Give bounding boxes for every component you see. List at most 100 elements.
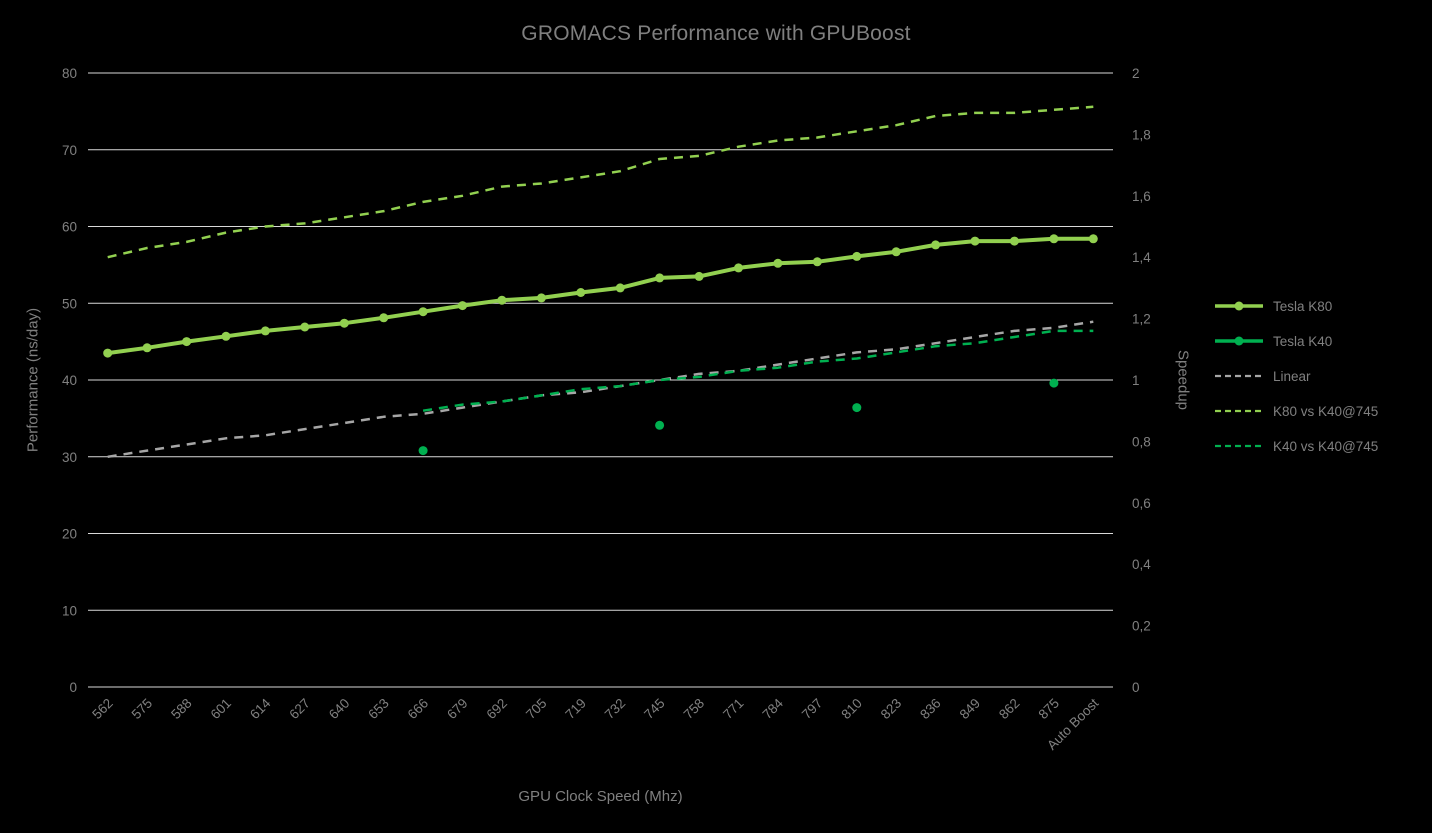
legend-swatch-k80-vs-k40-745 (1215, 409, 1263, 413)
x-axis-tick: 705 (523, 696, 550, 723)
x-axis-tick: 562 (89, 696, 116, 723)
legend: Tesla K80 Tesla K40 Linear K80 vs K40@745 K4… (1213, 296, 1378, 456)
legend-swatch-k40-vs-k40-745 (1215, 444, 1263, 448)
series-marker-tesla-k80 (734, 263, 743, 273)
legend-marker (1234, 301, 1244, 311)
left-axis-tick: 50 (62, 296, 77, 311)
series-marker-tesla-k80 (1088, 234, 1098, 244)
x-axis-tick: 771 (720, 696, 747, 723)
series-marker-tesla-k80 (260, 326, 270, 336)
series-marker-tesla-k80 (458, 301, 467, 311)
x-axis-tick: 797 (799, 696, 826, 723)
left-axis-tick: 30 (62, 450, 77, 465)
legend-label: K40 vs K40@745 (1273, 438, 1379, 454)
right-axis-tick: 0,2 (1132, 619, 1151, 634)
left-axis-title: Performance (ns/day) (24, 307, 42, 453)
legend-label: K80 vs K40@745 (1273, 403, 1379, 419)
series-marker-tesla-k80 (576, 288, 586, 297)
x-axis-tick: 575 (129, 696, 156, 723)
left-axis-tick: 40 (62, 373, 77, 388)
right-axis-tick: 0,6 (1132, 496, 1151, 511)
x-axis-title: GPU Clock Speed (Mhz) (518, 788, 683, 805)
series-line-tesla-k80 (105, 236, 1096, 356)
x-axis-tick: 823 (878, 696, 905, 723)
left-axis-tick: 60 (62, 220, 77, 235)
right-axis-tick: 2 (1132, 66, 1140, 81)
series-marker-tesla-k80 (970, 236, 980, 246)
series-marker-tesla-k80 (852, 251, 862, 261)
x-axis-tick: 810 (838, 696, 865, 723)
left-axis-tick: 20 (62, 527, 77, 542)
x-axis-tick: 679 (444, 696, 471, 723)
series-marker-tesla-k80 (694, 271, 704, 281)
x-axis-tick: 588 (168, 696, 195, 723)
series-marker-tesla-k80 (1009, 236, 1019, 246)
series-marker-tesla-k80 (142, 343, 152, 353)
x-axis-tick: 745 (641, 696, 668, 723)
right-axis-tick: 1,4 (1132, 250, 1151, 265)
right-axis-tick: 0,8 (1132, 434, 1151, 449)
series-marker-tesla-k80 (497, 295, 507, 305)
legend-swatch-tesla-k80 (1215, 301, 1263, 311)
left-axis-tick: 80 (62, 66, 77, 81)
x-axis-tick: 862 (996, 696, 1023, 723)
x-axis-tick: 614 (247, 695, 274, 722)
x-axis-tick: 849 (957, 696, 984, 723)
left-axis-tick: 70 (62, 143, 77, 158)
series-marker-tesla-k40 (1049, 378, 1059, 388)
series-marker-tesla-k80 (1049, 234, 1059, 244)
series-marker-tesla-k80 (891, 247, 901, 257)
x-axis-tick: 692 (483, 696, 510, 723)
legend-item-linear: Linear (1213, 366, 1378, 386)
series-marker-tesla-k80 (379, 313, 389, 323)
legend-swatch-linear (1215, 374, 1263, 378)
legend-swatch-tesla-k40 (1215, 336, 1263, 346)
x-axis-tick: 640 (326, 696, 353, 723)
x-axis-tick: 784 (759, 695, 786, 722)
x-axis-tick: 732 (602, 696, 629, 723)
series-marker-tesla-k80 (536, 293, 546, 303)
series-marker-tesla-k80 (300, 322, 310, 332)
series-marker-tesla-k80 (418, 307, 428, 317)
right-axis-tick: 1,8 (1132, 127, 1151, 142)
series-marker-tesla-k80 (182, 337, 192, 347)
legend-label: Tesla K40 (1273, 333, 1333, 349)
series-marker-tesla-k80 (339, 318, 349, 328)
legend-marker (1234, 336, 1244, 346)
series-marker-tesla-k80 (221, 331, 231, 341)
series-marker-tesla-k40 (418, 446, 428, 456)
legend-item-tesla-k80: Tesla K80 (1213, 296, 1378, 316)
x-axis-tick: 653 (365, 696, 392, 723)
x-axis-tick: 627 (286, 696, 313, 723)
series-marker-tesla-k40 (852, 403, 862, 413)
series-line-linear (107, 320, 1094, 459)
legend-item-k80-vs-k40-745: K80 vs K40@745 (1213, 401, 1378, 421)
legend-label: Tesla K80 (1273, 298, 1333, 314)
series-line-k80-vs-k40-745 (107, 105, 1094, 259)
x-axis-tick: 666 (405, 696, 432, 723)
series-marker-tesla-k80 (615, 283, 625, 293)
left-axis-tick: 0 (69, 680, 77, 695)
series-marker-tesla-k40 (655, 420, 665, 430)
chart-title: GROMACS Performance with GPUBoost (521, 22, 911, 45)
right-axis-tick: 1,6 (1132, 189, 1151, 204)
x-axis-tick: 875 (1035, 696, 1062, 723)
series-marker-tesla-k80 (773, 258, 783, 268)
x-axis-tick: 758 (681, 696, 708, 723)
series-marker-tesla-k80 (931, 240, 941, 250)
series-marker-tesla-k80 (655, 273, 665, 283)
x-axis-tick: 601 (208, 696, 235, 723)
series-line-k40-vs-k40-745 (422, 329, 1094, 412)
legend-item-k40-vs-k40-745: K40 vs K40@745 (1213, 436, 1378, 456)
x-axis-tick: 719 (562, 696, 589, 723)
x-axis-tick: 836 (917, 696, 944, 723)
right-axis-title: Speedup (1174, 349, 1192, 411)
legend-label: Linear (1273, 368, 1311, 384)
series-marker-tesla-k80 (812, 257, 822, 267)
right-axis-tick: 0 (1132, 680, 1140, 695)
right-axis-tick: 1 (1132, 373, 1140, 388)
right-axis-tick: 0,4 (1132, 557, 1151, 572)
right-axis-tick: 1,2 (1132, 312, 1151, 327)
